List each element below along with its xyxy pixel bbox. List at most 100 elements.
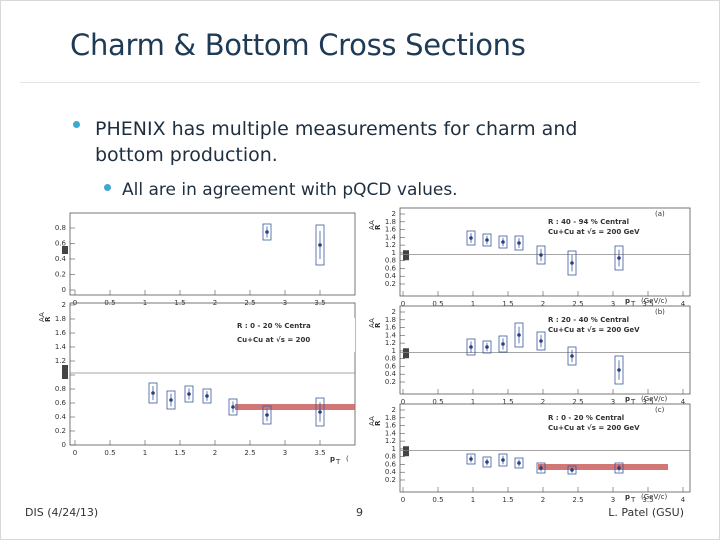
y-tick-label: 2 [62,301,66,309]
legend-text: Cu+Cu at √s = 200 [237,336,310,344]
y-tick-label: 1 [392,445,396,453]
x-tick-label: 2 [541,398,545,406]
y-tick-label: 1.6 [385,422,397,430]
legend-text: Cu+Cu at √s = 200 GeV [548,424,640,432]
y-tick-label: 0 [62,286,66,294]
marker [403,250,409,261]
sys-box [315,397,325,427]
y-tick-label: 0.6 [55,240,67,248]
sys-box [498,235,508,249]
sys-box [498,335,508,353]
x-tick-label: 3.5 [642,300,653,308]
x-tick-label: 0.5 [104,449,115,457]
sys-box [514,235,524,251]
sys-box [466,230,476,246]
axis-label: R [374,322,382,328]
y-tick-label: 0.2 [385,378,396,386]
point [570,354,574,358]
axis-label-sub: AA [368,318,376,328]
axis-label-sub: T [630,300,636,308]
y-tick-label: 0.8 [385,453,396,461]
sys-box [262,223,272,241]
y-tick-label: 0.6 [385,264,397,272]
x-tick-label: 1 [471,300,475,308]
theory-band [235,404,355,410]
sys-box [482,340,492,354]
sys-box [482,233,492,247]
slide-title: Charm & Bottom Cross Sections [70,28,526,62]
legend-text: R : 20 - 40 % Central [548,316,629,324]
y-tick-label: 1.6 [385,226,397,234]
y-tick-label: 0.8 [55,385,66,393]
x-tick-label: 0 [401,300,405,308]
marker [62,246,68,254]
x-tick-label: 3.5 [642,496,653,504]
y-tick-label: 0.6 [385,362,397,370]
legend-box [232,318,355,352]
x-tick-label: 1.5 [502,300,513,308]
sys-box [567,346,577,366]
sys-box [514,457,524,469]
axis-label-unit: (GeV/c) [641,395,667,403]
x-tick-label: 4 [681,496,686,504]
y-tick-label: 1.8 [385,316,396,324]
sys-box [315,224,325,266]
point [265,413,269,417]
axis-label-sub: T [630,496,636,504]
footer-author: L. Patel (GSU) [608,506,684,519]
axis-label: p [625,395,630,403]
theory-band [538,464,668,470]
axis-label: R [374,420,382,426]
y-tick-label: 0.2 [55,427,66,435]
y-tick-label: 1.8 [385,218,396,226]
x-tick-label: 3 [611,398,615,406]
point [151,391,155,395]
sys-box [614,245,624,271]
x-tick-label: 2 [541,496,545,504]
x-tick-label: 2 [213,449,217,457]
y-tick-label: 0 [62,441,66,449]
x-tick-label: 4 [681,398,686,406]
sys-box [567,465,577,475]
sys-box [148,382,158,404]
axis-label: p [625,297,630,305]
y-tick-label: 1.2 [385,339,396,347]
point [617,256,621,260]
x-tick-label: 0.5 [432,496,443,504]
point [617,368,621,372]
y-tick-label: 0.2 [55,271,66,279]
point [205,394,209,398]
x-tick-label: 0 [401,496,405,504]
sys-box [166,390,176,410]
point [517,333,521,337]
axis-label: R [44,316,52,322]
axis-label-unit: (GeV/c) [641,493,667,501]
panel-tag: (a) [655,210,665,218]
point [469,457,473,461]
y-tick-label: 1.8 [385,414,396,422]
y-tick-label: 1.8 [55,315,66,323]
y-tick-label: 1.2 [385,241,396,249]
x-tick-label: 1 [143,449,147,457]
legend-text: R : 0 - 20 % Central [548,414,624,422]
legend-text: R : 0 - 20 % Centra [237,322,311,330]
y-tick-label: 0.4 [55,413,67,421]
y-tick-label: 1 [392,347,396,355]
axis-label-unit: (GeV/c) [641,297,667,305]
legend-text: Cu+Cu at √s = 200 GeV [548,326,640,334]
y-tick-label: 0.4 [55,255,67,263]
plot-frame [399,305,691,395]
y-tick-label: 1.2 [385,437,396,445]
title-rule [20,82,700,83]
point [501,342,505,346]
point [469,236,473,240]
plot-frame [69,302,356,446]
point [485,238,489,242]
sub-bullet: All are in agreement with pQCD values. [122,180,458,200]
bullet-dot [73,121,80,128]
x-tick-label: 3 [611,496,615,504]
axis-label-sub: AA [38,312,46,322]
x-tick-label: 0.5 [432,398,443,406]
